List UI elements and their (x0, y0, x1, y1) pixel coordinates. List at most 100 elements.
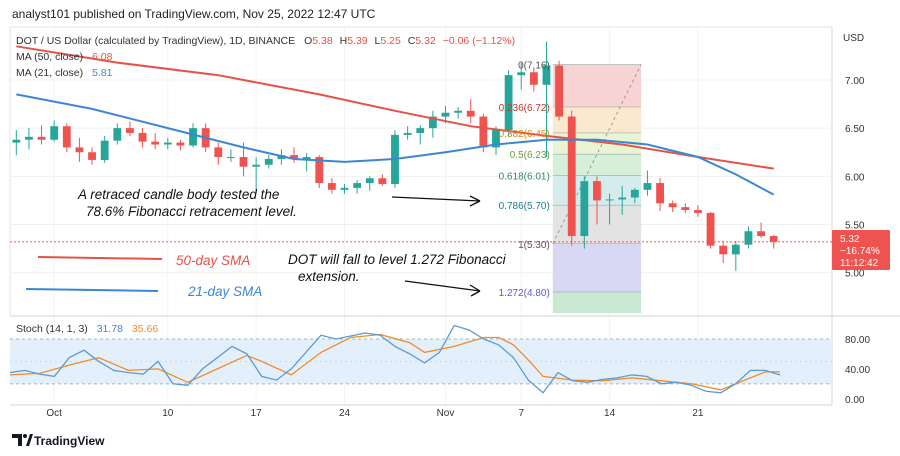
time-tick-label: 21 (692, 408, 704, 419)
fibonacci-level-label: 0(7.16) (518, 61, 550, 72)
fibonacci-level-label: 0.236(6.72) (499, 103, 550, 114)
candle-body (428, 116, 437, 129)
stoch-d-line (9, 333, 780, 391)
fibonacci-level-label: 0.786(5.70) (499, 201, 550, 212)
candle-body (757, 231, 765, 237)
axis-currency: USD (843, 33, 864, 44)
candle-body (353, 183, 362, 188)
candle-body (113, 128, 122, 141)
fibonacci-level-label: 1(5.30) (518, 240, 550, 251)
price-axis-ticks[interactable]: 7.00 6.50 6.00 5.50 5.00 (845, 76, 865, 280)
footer-brand: TradingView (34, 434, 105, 448)
candle-body (744, 231, 753, 245)
time-tick-label: Nov (437, 408, 455, 419)
candle-body (542, 65, 551, 85)
sma50-line (16, 45, 774, 170)
annotation-fall-line2: extension. (298, 269, 360, 284)
candle-body (706, 212, 715, 246)
candle-body (252, 164, 261, 167)
time-axis-ticks[interactable]: Oct 10 17 24 Nov 7 14 21 (46, 408, 704, 419)
candle-body (555, 65, 564, 117)
candle-body (189, 128, 197, 146)
candle-body (605, 199, 614, 201)
candle-body (403, 132, 412, 135)
candle-body (12, 139, 21, 143)
candle-body (50, 126, 59, 140)
tradingview-logo-dot (23, 434, 27, 438)
candle-body (719, 245, 728, 255)
candle-body (681, 207, 690, 211)
candle-body (302, 157, 311, 159)
candle-body (694, 210, 702, 213)
fibonacci-band (552, 291, 642, 314)
candle-body (151, 141, 160, 145)
candle-body (88, 152, 96, 160)
stoch-axis-ticks[interactable]: 80.00 40.00 0.00 (845, 335, 870, 406)
annotation-arrow-retrace (391, 195, 481, 207)
fibonacci-level-label: 0.5(6.23) (510, 150, 550, 161)
legend-50-day-sma: 50-day SMA (176, 253, 250, 268)
candle-body (656, 183, 664, 204)
fibonacci-level-label: 0.382(6.45) (499, 129, 550, 140)
price-tick-label: 5.00 (845, 269, 865, 280)
time-tick-label: 17 (251, 408, 263, 419)
candle-body (643, 183, 652, 190)
price-pane[interactable] (9, 26, 833, 317)
candle-body (340, 187, 349, 190)
price-tick-label: 6.50 (845, 124, 865, 135)
candle-body (163, 142, 172, 145)
time-tick-label: Oct (46, 408, 62, 419)
tradingview-logo[interactable]: TradingView (12, 434, 105, 448)
current-price: 5.32 (840, 234, 860, 245)
candle-countdown: 11:12:42 (840, 258, 879, 269)
stoch-tick-label: 0.00 (845, 395, 865, 406)
candle-body (214, 147, 223, 158)
annotation-fall-line1: DOT will fall to level 1.272 Fibonacci (288, 252, 507, 267)
legend-ma50: MA (50, close) 6.08 (16, 51, 113, 63)
candle-body (62, 126, 71, 148)
candle-body (290, 155, 298, 159)
fibonacci-band (552, 243, 642, 292)
fibonacci-level-label: 0.618(6.01) (499, 171, 550, 182)
time-tick-label: 10 (162, 408, 174, 419)
candle-body (479, 116, 488, 148)
fibonacci-level-label: 1.272(4.80) (499, 288, 550, 299)
stoch-tick-label: 40.00 (845, 365, 870, 376)
candle-body (731, 244, 740, 255)
candle-body (75, 147, 84, 153)
candle-body (378, 178, 387, 185)
candle-body (454, 110, 463, 113)
time-tick-label: 24 (339, 408, 351, 419)
candle-body (416, 128, 425, 133)
candle-body (327, 183, 336, 190)
candle-body (37, 136, 46, 140)
candle-body (25, 136, 33, 140)
annotation-legend-50: 50-day SMA (37, 253, 250, 268)
candle-body (769, 236, 778, 242)
annotation-retrace-line2: 78.6% Fibonacci retracement level. (86, 204, 297, 219)
tradingview-logo-icon (12, 434, 22, 446)
fibonacci-labels: 0(7.16) 0.236(6.72) 0.382(6.45) 0.5(6.23) 0.… (499, 61, 550, 299)
time-tick-label: 14 (604, 408, 616, 419)
candle-body (668, 203, 677, 208)
candle-body (580, 181, 589, 237)
sma21-line (16, 93, 775, 196)
candle-body (492, 130, 500, 148)
annotation-arrow-fall (404, 280, 481, 297)
candle-body (365, 178, 374, 184)
time-tick-label: 7 (518, 408, 524, 419)
annotation-legend-21: 21-day SMA (25, 284, 262, 299)
stoch-legend: Stoch (14, 1, 3) 31.78 35.66 (16, 323, 158, 335)
legend-ma21: MA (21, close) 5.81 (16, 67, 113, 79)
legend-symbol: DOT / US Dollar (calculated by TradingVi… (16, 35, 515, 47)
fibonacci-band (552, 64, 642, 107)
candle-body (466, 110, 475, 117)
candle-body (630, 189, 639, 198)
candle-body (100, 140, 109, 160)
fibonacci-band (552, 154, 642, 176)
candle-body (517, 72, 526, 76)
candle-body (593, 181, 601, 201)
candle-body (504, 75, 513, 131)
candle-body (239, 157, 248, 167)
